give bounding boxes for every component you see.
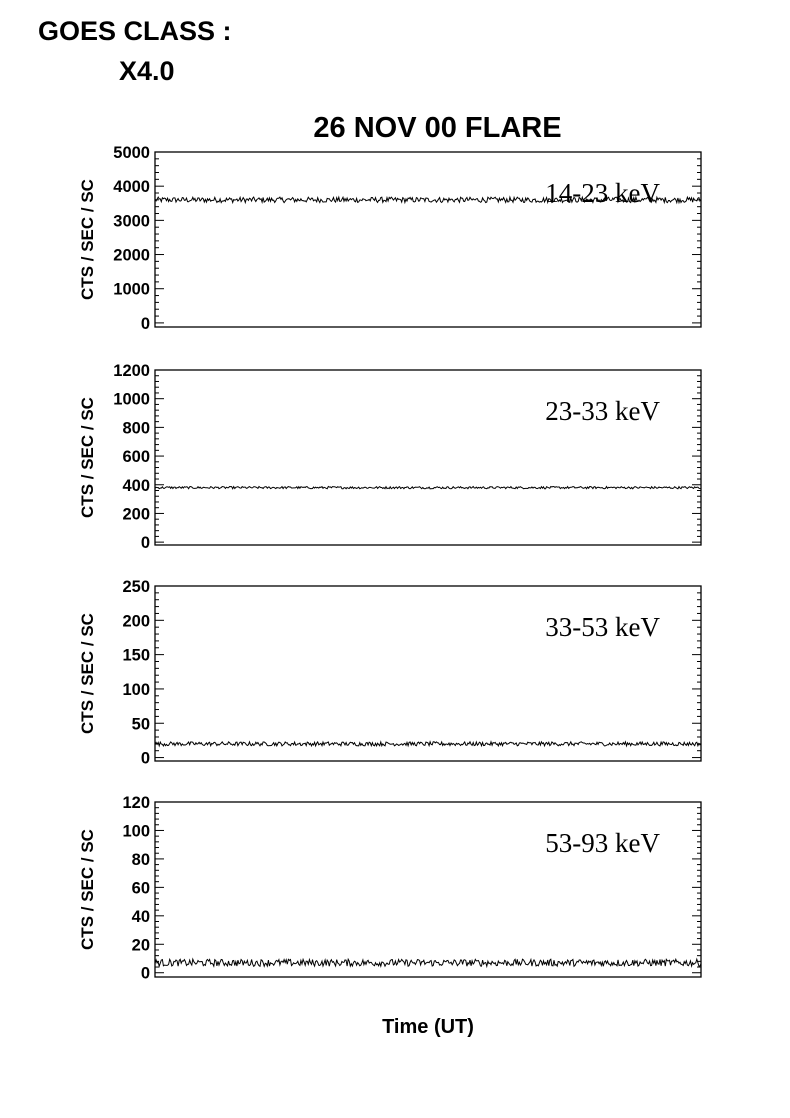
series-line bbox=[154, 740, 702, 748]
y-tick-label: 20 bbox=[132, 936, 150, 954]
y-tick-label: 0 bbox=[141, 750, 150, 768]
series-line bbox=[154, 485, 702, 490]
y-tick-label: 1200 bbox=[113, 362, 150, 380]
y-tick-label: 400 bbox=[122, 477, 150, 495]
goes-class-label: GOES CLASS : bbox=[38, 16, 232, 46]
energy-band-label: 14-23 keV bbox=[545, 178, 660, 208]
y-tick-label: 5000 bbox=[113, 144, 150, 162]
panel-1: 0 1000 2000 3000 4000 5000 14-23 keV CTS / SEC … bbox=[78, 144, 702, 333]
y-tick-label: 150 bbox=[122, 647, 150, 665]
y-tick-label: 3000 bbox=[113, 212, 150, 230]
y-axis-label: CTS / SEC / SC bbox=[78, 613, 97, 734]
panel-frame bbox=[154, 369, 702, 546]
panel-4: 0 20 40 60 80 100 120 53-93 keV CTS / SEC / SC bbox=[78, 794, 702, 983]
series-line bbox=[154, 957, 702, 969]
goes-class-value: X4.0 bbox=[119, 56, 175, 86]
y-tick-label: 200 bbox=[122, 505, 150, 523]
x-axis-title: Time (UT) bbox=[382, 1016, 474, 1038]
y-tick-label: 60 bbox=[132, 879, 150, 897]
panel-frame bbox=[154, 801, 702, 978]
y-tick-label: 1000 bbox=[113, 391, 150, 409]
energy-band-label: 23-33 keV bbox=[545, 396, 660, 426]
energy-band-label: 33-53 keV bbox=[545, 612, 660, 642]
y-axis-label: CTS / SEC / SC bbox=[78, 179, 97, 300]
series-line bbox=[154, 195, 702, 205]
y-tick-label: 40 bbox=[132, 908, 150, 926]
y-tick-label: 2000 bbox=[113, 247, 150, 265]
panel-2: 0 200 400 600 800 1000 1200 23-33 keV CTS / SEC … bbox=[78, 362, 702, 552]
y-axis-label: CTS / SEC / SC bbox=[78, 829, 97, 950]
y-tick-label: 0 bbox=[141, 965, 150, 983]
chart-title: 26 NOV 00 FLARE bbox=[313, 112, 562, 144]
y-tick-label: 100 bbox=[122, 681, 150, 699]
y-tick-label: 250 bbox=[122, 578, 150, 596]
y-tick-label: 4000 bbox=[113, 178, 150, 196]
y-tick-label: 100 bbox=[122, 822, 150, 840]
y-tick-label: 200 bbox=[122, 612, 150, 630]
panel-frame bbox=[154, 585, 702, 762]
y-axis-label: CTS / SEC / SC bbox=[78, 397, 97, 518]
panel-frame bbox=[154, 151, 702, 328]
y-tick-label: 120 bbox=[122, 794, 150, 812]
y-tick-label: 0 bbox=[141, 534, 150, 552]
y-tick-label: 0 bbox=[141, 315, 150, 333]
y-tick-label: 800 bbox=[122, 419, 150, 437]
y-tick-label: 50 bbox=[132, 715, 150, 733]
y-tick-label: 80 bbox=[132, 851, 150, 869]
y-tick-label: 600 bbox=[122, 448, 150, 466]
energy-band-label: 53-93 keV bbox=[545, 828, 660, 858]
y-tick-label: 1000 bbox=[113, 281, 150, 299]
panel-3: 0 50 100 150 200 250 33-53 keV CTS / SEC / SC bbox=[78, 578, 702, 768]
